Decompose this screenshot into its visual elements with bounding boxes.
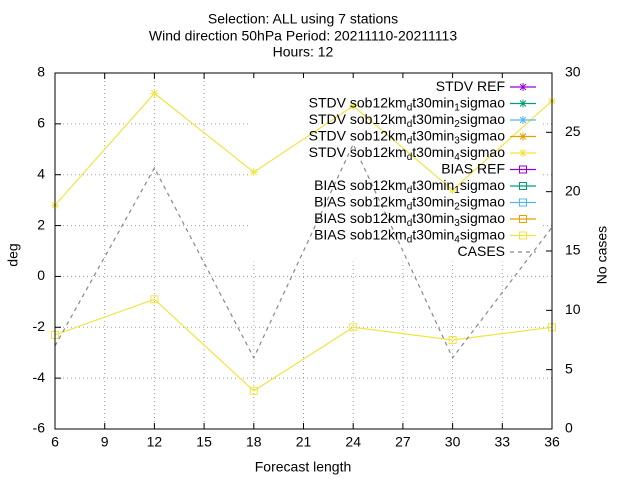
legend-label: BIAS sob12kmdt30min3sigmao [314,210,505,229]
y2-axis-label: No cases [594,226,610,284]
y2-tick-label: 5 [565,360,573,376]
marker [448,336,457,344]
y-tick-label: -2 [33,318,46,334]
legend-marker [519,165,527,174]
legend-label: STDV sob12kmdt30min2sigmao [309,111,506,130]
y-tick-label: 0 [37,267,45,283]
y2-tick-label: 0 [565,420,573,436]
legend-marker [519,132,527,141]
y-tick-label: -4 [33,369,46,385]
plot-frame [54,72,553,430]
y-axis-label: deg [5,243,21,266]
legend-label: BIAS sob12kmdt30min2sigmao [314,193,505,212]
legend-marker [519,182,527,190]
legend-marker [519,149,527,157]
legend-label: STDV sob12kmdt30min4sigmao [309,144,506,163]
y-tick-label: -6 [33,420,46,436]
marker [448,185,457,194]
legend-label: BIAS sob12kmdt30min4sigmao [314,226,505,245]
y-tick-label: 8 [37,64,45,80]
x-tick-label: 18 [246,434,262,450]
chart-title: Hours: 12 [273,44,334,60]
series-line [54,92,553,206]
x-tick-label: 36 [544,434,560,450]
legend-label: CASES [458,243,505,259]
series-line [54,298,553,392]
x-tick-label: 33 [495,434,511,450]
x-axis-label: Forecast length [255,459,352,475]
marker [349,102,358,111]
y2-tick-label: 25 [565,123,581,139]
x-tick-label: 27 [395,434,411,450]
y2-tick-label: 15 [565,242,581,258]
legend-marker [519,99,527,108]
legend-marker [519,215,527,223]
legend-label: STDV sob12kmdt30min3sigmao [309,127,506,146]
marker [150,295,159,304]
legend-marker [519,83,527,91]
legend-marker [519,231,527,240]
legend-background [250,78,542,262]
legend-label: STDV REF [436,78,505,94]
y2-tick-label: 20 [565,182,581,198]
marker [150,89,159,98]
marker [249,168,258,177]
x-tick-label: 24 [345,434,361,450]
y-tick-label: 6 [37,115,45,131]
x-tick-label: 30 [445,434,461,450]
y2-tick-label: 10 [565,301,581,317]
x-tick-label: 12 [147,434,163,450]
x-tick-label: 21 [296,434,312,450]
y-tick-label: 2 [37,216,45,232]
y2-tick-label: 30 [565,64,581,80]
legend-label: BIAS sob12kmdt30min1sigmao [314,177,505,196]
legend-label: STDV sob12kmdt30min1sigmao [309,94,506,113]
chart-title: Selection: ALL using 7 stations [208,11,398,27]
x-tick-label: 9 [101,434,109,450]
x-tick-label: 15 [196,434,212,450]
series-line [54,142,553,360]
y-tick-label: 4 [37,165,45,181]
marker [249,386,258,395]
x-tick-label: 6 [51,434,59,450]
chart-title: Wind direction 50hPa Period: 20211110-20… [149,28,457,44]
legend-marker [519,198,527,207]
marker [349,323,358,332]
legend-marker [519,116,527,124]
legend-label: BIAS REF [441,160,505,176]
